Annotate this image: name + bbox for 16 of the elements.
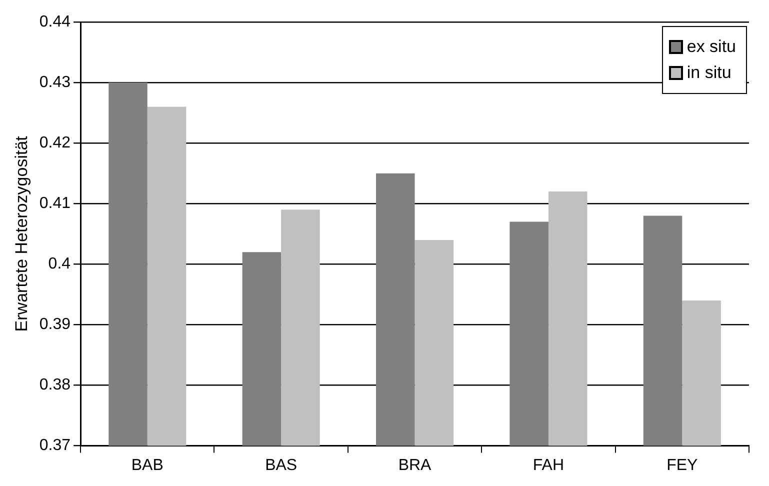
y-tick-label: 0.38 — [39, 376, 71, 394]
x-tick-label: BAB — [131, 456, 164, 474]
x-tick-label: BRA — [398, 456, 432, 474]
y-tick-label: 0.44 — [39, 13, 71, 30]
legend-label: ex situ — [686, 37, 736, 57]
x-tick-label: FAH — [532, 456, 564, 474]
y-axis-title: Erwartete Heterozygosität — [12, 136, 31, 332]
x-tick-label: BAS — [265, 456, 298, 474]
y-tick-label: 0.39 — [39, 316, 71, 334]
legend-label: in situ — [686, 63, 732, 83]
y-tick-label: 0.37 — [39, 437, 71, 454]
y-tick-label: 0.41 — [39, 195, 71, 212]
y-tick-label: 0.4 — [48, 256, 71, 273]
y-tick-label: 0.42 — [39, 134, 71, 152]
y-tick-label: 0.43 — [39, 74, 71, 91]
x-tick-label: FEY — [666, 456, 698, 474]
